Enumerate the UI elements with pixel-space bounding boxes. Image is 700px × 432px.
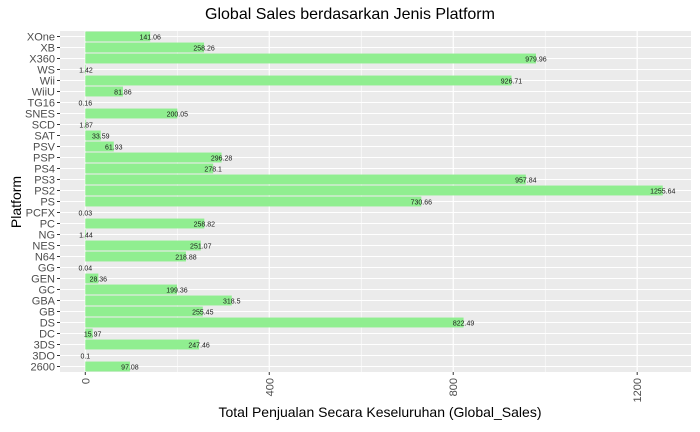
y-tick-label-Wii: Wii (40, 76, 55, 88)
y-tick-label-2600: 2600 (31, 362, 55, 374)
value-label-2600: 97.08 (121, 365, 139, 372)
value-label-3DS: 247.46 (188, 343, 210, 350)
bar-2600 (85, 361, 130, 372)
bar-SAT (85, 130, 101, 141)
y-axis-label: Platform (8, 175, 24, 229)
bar-NES (85, 240, 201, 251)
value-label-WS: 1.42 (79, 68, 93, 75)
x-tick-label: 800 (448, 378, 460, 396)
y-tick-label-GC: GC (39, 285, 56, 297)
value-label-PCFX: 0.03 (78, 211, 92, 218)
y-tick-label-PC: PC (40, 219, 55, 231)
bar-SNES (85, 108, 178, 119)
value-label-DS: 822.49 (453, 321, 475, 328)
y-tick-label-XB: XB (40, 43, 55, 55)
y-tick-label-N64: N64 (35, 252, 55, 264)
y-tick-label-SNES: SNES (25, 109, 55, 121)
y-tick-label-WS: WS (37, 65, 55, 77)
value-label-3DO: 0.1 (80, 354, 90, 361)
value-label-PSV: 61.93 (105, 145, 123, 152)
value-label-PSP: 296.28 (211, 156, 233, 163)
y-tick-label-NES: NES (32, 241, 55, 253)
x-axis-label: Total Penjualan Secara Keseluruhan (Glob… (218, 404, 542, 420)
value-label-GC: 199.36 (166, 288, 188, 295)
y-tick-label-DC: DC (39, 329, 55, 341)
y-tick-label-SAT: SAT (34, 131, 55, 143)
y-tick-label-PS2: PS2 (34, 186, 55, 198)
y-tick-label-GBA: GBA (32, 296, 56, 308)
bar-PSP (85, 152, 222, 163)
bar-DC (85, 328, 93, 339)
y-tick-label-3DO: 3DO (32, 351, 55, 363)
y-tick-label-PS: PS (40, 197, 55, 209)
y-tick-label-WiiU: WiiU (32, 87, 55, 99)
bar-PS4 (85, 163, 214, 174)
bar-GEN (85, 273, 99, 284)
value-label-PS3: 957.84 (515, 178, 537, 185)
bar-NG (85, 229, 86, 240)
value-label-XB: 258.26 (193, 46, 215, 53)
value-label-X360: 979.96 (525, 57, 547, 64)
bar-PS3 (85, 174, 526, 185)
y-tick-label-PSV: PSV (33, 142, 56, 154)
y-tick-label-TG16: TG16 (27, 98, 55, 110)
value-label-NG: 1.44 (79, 233, 93, 240)
value-label-N64: 218.88 (175, 255, 197, 262)
value-label-GBA: 318.5 (223, 299, 241, 306)
y-tick-label-GEN: GEN (31, 274, 55, 286)
value-label-WiiU: 81.86 (114, 90, 132, 97)
bar-3DS (85, 339, 200, 350)
y-tick-label-SCD: SCD (32, 120, 55, 132)
value-label-PS2: 1255.64 (650, 189, 675, 196)
bar-XOne (85, 31, 151, 42)
y-tick-label-PCFX: PCFX (26, 208, 56, 220)
y-tick-label-GG: GG (38, 263, 55, 275)
value-label-PS4: 278.1 (204, 167, 222, 174)
value-label-DC: 15.97 (84, 332, 102, 339)
bar-GC (85, 284, 177, 295)
y-tick-label-PS3: PS3 (34, 175, 55, 187)
bar-GBA (85, 295, 232, 306)
x-tick-label: 400 (264, 378, 276, 396)
bar-PSV (85, 141, 114, 152)
bar-PC (85, 218, 205, 229)
bar-WS (85, 64, 86, 75)
x-tick-label: 1200 (632, 378, 644, 402)
value-label-XOne: 141.06 (139, 35, 161, 42)
bar-WiiU (85, 86, 123, 97)
y-tick-label-PSP: PSP (33, 153, 55, 165)
y-tick-label-3DS: 3DS (34, 340, 55, 352)
value-label-NES: 251.07 (190, 244, 212, 251)
chart-title: Global Sales berdasarkan Jenis Platform (205, 6, 495, 23)
y-tick-label-XOne: XOne (27, 32, 55, 44)
value-label-TG16: 0.16 (79, 101, 93, 108)
bar-PS2 (85, 185, 663, 196)
bar-GB (85, 306, 203, 317)
value-label-GB: 255.45 (192, 310, 214, 317)
value-label-SNES: 200.05 (167, 112, 189, 119)
value-label-SAT: 33.59 (92, 134, 110, 141)
bar-X360 (85, 53, 536, 64)
value-label-Wii: 926.71 (501, 79, 523, 86)
y-tick-label-PS4: PS4 (34, 164, 55, 176)
y-tick-label-NG: NG (39, 230, 56, 242)
x-tick-label: 0 (80, 378, 92, 384)
value-label-PC: 258.82 (194, 222, 216, 229)
bar-PS (85, 196, 422, 207)
bar-Wii (85, 75, 512, 86)
bar-N64 (85, 251, 186, 262)
bar-SCD (85, 119, 87, 130)
value-label-SCD: 1.87 (79, 123, 93, 130)
y-tick-label-X360: X360 (29, 54, 55, 66)
y-tick-label-DS: DS (40, 318, 55, 330)
bar-DS (85, 317, 464, 328)
value-label-PS: 730.66 (411, 200, 433, 207)
value-label-GG: 0.04 (79, 266, 93, 273)
y-tick-label-GB: GB (39, 307, 55, 319)
bar-XB (85, 42, 205, 53)
value-label-GEN: 28.36 (90, 277, 108, 284)
